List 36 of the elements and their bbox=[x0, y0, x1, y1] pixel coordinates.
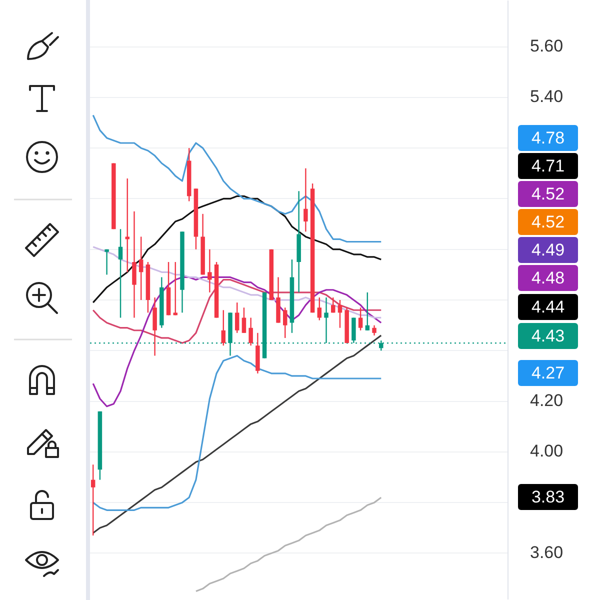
candlestick bbox=[372, 324, 376, 336]
candlestick bbox=[208, 248, 212, 294]
candlestick bbox=[242, 306, 246, 334]
text: 4.49 bbox=[531, 240, 565, 260]
candlestick bbox=[173, 261, 178, 316]
candlestick bbox=[138, 236, 144, 301]
text: 3.83 bbox=[531, 488, 565, 507]
y-tick-label: 4.20 bbox=[530, 390, 564, 410]
candlestick bbox=[104, 248, 109, 276]
text: 4.52 bbox=[531, 184, 565, 204]
text: 4.52 bbox=[531, 212, 565, 232]
candlestick bbox=[248, 317, 253, 346]
candlestick bbox=[317, 296, 322, 321]
candlestick bbox=[282, 306, 288, 339]
text: 4.78 bbox=[531, 128, 565, 148]
candlestick bbox=[234, 302, 240, 334]
candlestick bbox=[330, 296, 336, 314]
candlestick bbox=[118, 228, 123, 318]
candlestick bbox=[338, 299, 342, 328]
candlestick bbox=[125, 178, 130, 273]
text: 4.48 bbox=[531, 268, 565, 288]
candlestick bbox=[132, 210, 136, 318]
candlestick bbox=[304, 168, 308, 232]
y-tick-label: 5.40 bbox=[530, 87, 564, 106]
y-tick-label: 3.60 bbox=[530, 542, 564, 562]
text: 4.27 bbox=[531, 364, 565, 383]
text: 4.71 bbox=[531, 156, 565, 176]
y-tick-label: 4.00 bbox=[530, 442, 564, 461]
candlestick bbox=[152, 296, 157, 356]
candlestick bbox=[365, 292, 370, 331]
text: 4.43 bbox=[531, 326, 565, 346]
text: 4.44 bbox=[531, 298, 565, 317]
candlestick bbox=[221, 310, 226, 346]
candlestick bbox=[358, 306, 363, 331]
y-tick-label: 5.60 bbox=[530, 36, 564, 56]
candlestick bbox=[90, 464, 96, 536]
